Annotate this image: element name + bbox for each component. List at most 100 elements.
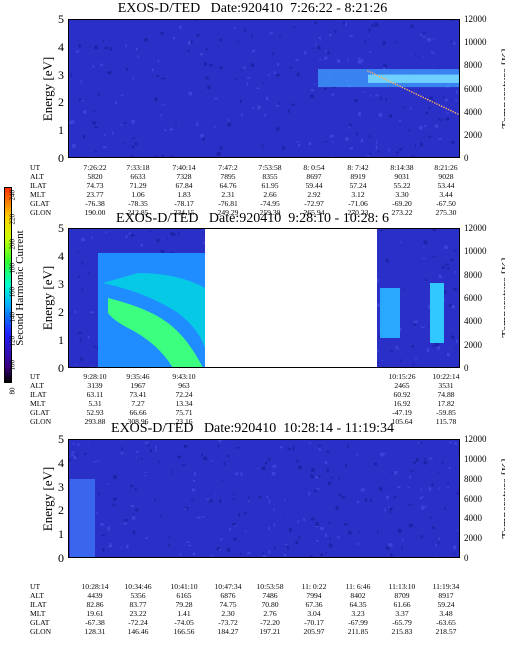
table-cell: -67.38 xyxy=(85,618,105,627)
noise-speck xyxy=(135,508,139,512)
table-row: GLON 190.00 212.85 234.15 249.29 259.39 265.94… xyxy=(30,208,500,217)
noise-speck xyxy=(385,258,389,263)
y2-tick-label: 10000 xyxy=(464,453,487,464)
y2-tick-label: 4000 xyxy=(464,106,482,117)
temperature-point xyxy=(404,87,406,90)
noise-speck xyxy=(186,541,190,543)
temperature-point xyxy=(445,107,448,110)
row-label: ALT xyxy=(30,591,45,600)
temperature-point xyxy=(424,97,427,100)
table-cell: 1.06 xyxy=(131,190,145,199)
noise-speck xyxy=(172,232,176,237)
noise-speck xyxy=(395,347,399,350)
noise-speck xyxy=(221,479,223,482)
noise-speck xyxy=(284,498,287,501)
noise-speck xyxy=(389,509,392,514)
noise-speck xyxy=(103,146,107,149)
noise-speck xyxy=(347,58,349,62)
noise-speck xyxy=(423,460,428,465)
noise-speck xyxy=(256,468,260,470)
table-cell: 7:33:18 xyxy=(126,163,150,172)
noise-speck xyxy=(377,530,379,533)
noise-speck xyxy=(401,545,403,550)
temperature-point xyxy=(456,113,459,115)
noise-speck xyxy=(243,28,246,32)
noise-speck xyxy=(324,87,327,90)
noise-speck xyxy=(444,98,448,102)
noise-speck xyxy=(398,148,403,151)
noise-speck xyxy=(283,554,287,556)
noise-speck xyxy=(382,452,386,455)
temperature-point xyxy=(422,96,425,99)
noise-speck xyxy=(315,522,319,526)
table-cell: 3.23 xyxy=(351,609,365,618)
noise-speck xyxy=(246,82,249,86)
temperature-point xyxy=(369,71,372,73)
noise-speck xyxy=(451,336,455,339)
row-label: MLT xyxy=(30,399,46,408)
noise-speck xyxy=(209,64,213,67)
noise-speck xyxy=(453,287,457,291)
table-cell: -69.20 xyxy=(392,199,412,208)
table-cell: 218.57 xyxy=(435,627,457,636)
noise-speck xyxy=(451,304,455,309)
noise-speck xyxy=(161,104,166,106)
noise-speck xyxy=(356,501,360,504)
noise-speck xyxy=(425,278,427,282)
table-cell: -73.72 xyxy=(218,618,238,627)
noise-speck xyxy=(437,471,439,474)
noise-speck xyxy=(91,236,93,240)
noise-speck xyxy=(132,76,134,81)
table-cell: 3.30 xyxy=(395,190,409,199)
noise-speck xyxy=(78,98,82,102)
noise-speck xyxy=(81,237,85,242)
noise-speck xyxy=(210,460,214,462)
y2-tick-label: 12000 xyxy=(464,434,487,444)
noise-speck xyxy=(123,519,128,522)
noise-speck xyxy=(344,523,348,526)
noise-speck xyxy=(402,538,404,542)
noise-speck xyxy=(348,126,351,129)
noise-speck xyxy=(233,537,237,541)
noise-speck xyxy=(217,444,219,448)
y-tick-label: 2 xyxy=(58,95,64,110)
table-cell: -76.38 xyxy=(85,199,105,208)
noise-speck xyxy=(132,513,134,515)
noise-speck xyxy=(196,122,199,127)
row-label: UT xyxy=(30,163,41,172)
noise-speck xyxy=(318,475,321,478)
orbit-table: UT 10:28:14 10:34:46 10:41:10 10:47:34 10:53:… xyxy=(30,582,500,636)
noise-speck xyxy=(446,486,450,488)
noise-speck xyxy=(349,147,353,150)
table-cell: 9:35:46 xyxy=(126,372,150,381)
table-cell: 10:34:46 xyxy=(124,582,152,591)
noise-speck xyxy=(308,142,312,146)
noise-speck xyxy=(419,497,423,500)
noise-speck xyxy=(104,133,106,137)
noise-speck xyxy=(420,326,425,328)
noise-speck xyxy=(374,22,378,27)
noise-speck xyxy=(431,526,435,529)
table-row: ALT 4439 5356 6165 6876 7486 7994 8402 8709 8917 xyxy=(30,591,500,600)
noise-speck xyxy=(262,82,265,85)
noise-speck xyxy=(201,90,203,93)
table-cell: 211.85 xyxy=(347,627,369,636)
table-cell: -72.20 xyxy=(260,618,280,627)
plot-background xyxy=(68,19,460,158)
noise-speck xyxy=(432,256,437,258)
table-cell: 8709 xyxy=(394,591,410,600)
noise-speck xyxy=(318,58,322,60)
table-cell: 5820 xyxy=(87,172,103,181)
noise-speck xyxy=(100,63,104,67)
table-cell: -70.17 xyxy=(304,618,324,627)
noise-speck xyxy=(158,460,160,464)
noise-speck xyxy=(455,347,457,351)
table-cell: -78.35 xyxy=(128,199,148,208)
noise-speck xyxy=(170,232,173,236)
colorbar-label: Second Harmonic Current xyxy=(14,230,26,346)
temperature-point xyxy=(367,70,369,72)
table-cell: 59.44 xyxy=(305,181,323,190)
noise-speck xyxy=(242,66,247,69)
noise-speck xyxy=(328,34,332,37)
noise-speck xyxy=(282,146,286,150)
